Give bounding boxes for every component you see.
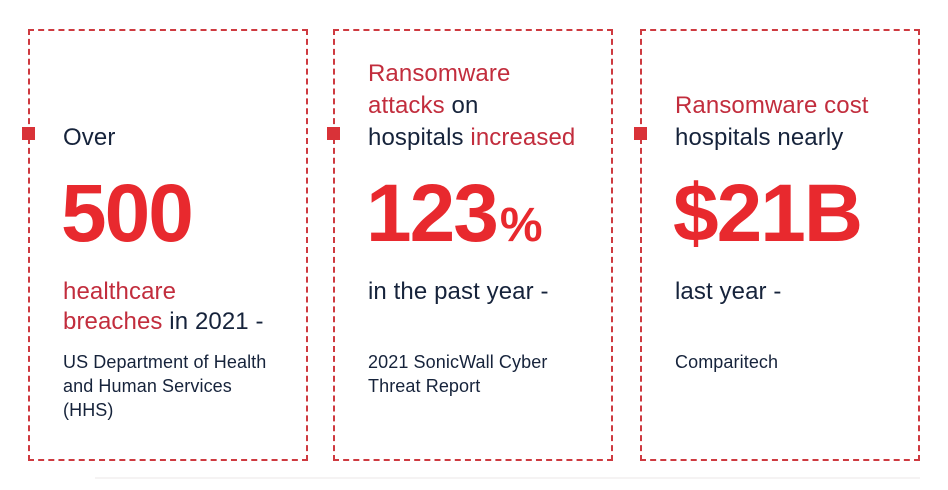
heading-segment: attacks (368, 92, 445, 119)
card-description: healthcare breaches in 2021 - (63, 277, 292, 337)
source-line: and Human Services (63, 376, 232, 396)
heading-segment: Over (63, 124, 116, 151)
heading-segment: on (444, 92, 479, 119)
card-heading: Over (63, 122, 292, 154)
stat-suffix-percent: % (499, 199, 543, 252)
card-heading: Ransomware attacks on hospitals increase… (368, 58, 597, 154)
red-square-marker (22, 127, 35, 140)
red-square-marker (327, 127, 340, 140)
description-segment: healthcare (63, 278, 177, 305)
source-line: 2021 SonicWall Cyber (368, 352, 548, 372)
source-citation: US Department of Health and Human Servic… (63, 350, 292, 422)
stat-card-healthcare-breaches: Over 500 healthcare breaches in 2021 - U… (22, 29, 308, 461)
stat-value: 123% (366, 173, 543, 255)
heading-line: Ransomware cost (675, 90, 904, 122)
description-segment: last year - (675, 278, 782, 305)
stat-number: 123 (366, 168, 499, 259)
stat-card-ransomware-increase: Ransomware attacks on hospitals increase… (327, 29, 613, 461)
stat-number: $21B (673, 168, 863, 259)
red-square-marker (634, 127, 647, 140)
source-citation: 2021 SonicWall Cyber Threat Report (368, 350, 597, 398)
stat-card-ransomware-cost: Ransomware cost hospitals nearly $21B la… (634, 29, 920, 461)
description-line: last year - (675, 277, 904, 307)
description-segment: in 2021 - (162, 308, 264, 335)
card-heading: Ransomware cost hospitals nearly (675, 90, 904, 154)
heading-line: Ransomware (368, 58, 597, 90)
source-line: Comparitech (675, 352, 779, 372)
heading-line: hospitals increased (368, 122, 597, 154)
description-segment: breaches (63, 308, 163, 335)
card-description: last year - (675, 277, 904, 307)
description-segment: in the past year - (368, 278, 549, 305)
stat-value: $21B (673, 173, 863, 255)
heading-line: attacks on (368, 90, 597, 122)
heading-line: hospitals nearly (675, 122, 904, 154)
source-citation: Comparitech (675, 350, 904, 374)
heading-segment: hospitals (368, 124, 471, 151)
source-line: US Department of Health (63, 352, 267, 372)
source-line: Threat Report (368, 376, 481, 396)
stat-number: 500 (61, 168, 194, 259)
card-description: in the past year - (368, 277, 597, 307)
heading-segment: hospitals nearly (675, 124, 844, 151)
heading-line: Over (63, 122, 292, 154)
source-line: (HHS) (63, 400, 114, 420)
description-line: breaches in 2021 - (63, 307, 292, 337)
description-line: healthcare (63, 277, 292, 307)
stat-value: 500 (61, 173, 194, 255)
heading-segment: increased (470, 124, 576, 151)
cutoff-content-artifact (95, 477, 920, 479)
heading-segment: Ransomware cost (675, 92, 869, 119)
description-line: in the past year - (368, 277, 597, 307)
heading-segment: Ransomware (368, 60, 511, 87)
